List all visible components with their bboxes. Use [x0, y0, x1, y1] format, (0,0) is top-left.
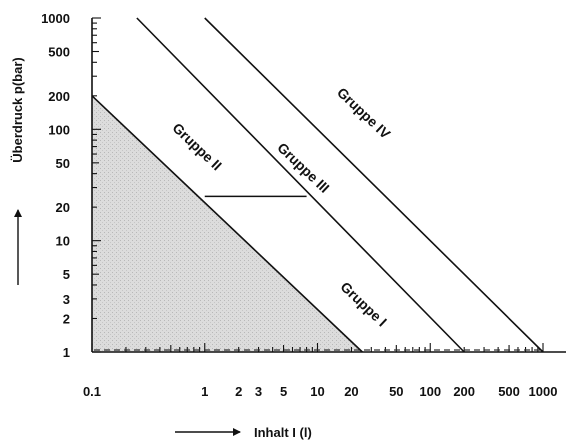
y-tick-label: 200	[48, 89, 70, 104]
x-tick-label: 100	[419, 384, 441, 399]
x-tick-label: 1000	[529, 384, 558, 399]
x-tick-label: 0.1	[83, 384, 101, 399]
group-annotation: Gruppe I	[337, 278, 390, 329]
y-tick-label: 500	[48, 45, 70, 60]
x-tick-label: 20	[344, 384, 358, 399]
y-tick-label: 50	[56, 156, 70, 171]
y-tick-label: 10	[56, 234, 70, 249]
x-tick-label: 50	[389, 384, 403, 399]
y-tick-label: 1000	[41, 11, 70, 26]
x-tick-label: 3	[255, 384, 262, 399]
y-tick-label: 100	[48, 122, 70, 137]
x-tick-label: 2	[235, 384, 242, 399]
y-tick-label: 1	[63, 345, 70, 360]
group-annotation: Gruppe II	[169, 120, 225, 174]
axes-layer: 0.1 1 2 3 5 10 20 50 100 200 500 100012351020501002…	[10, 11, 566, 440]
y-tick-label: 3	[63, 292, 70, 307]
x-tick-label: 500	[498, 384, 520, 399]
x-tick-label: 10	[310, 384, 324, 399]
series-line-2	[136, 17, 465, 353]
series-line-1	[91, 95, 363, 353]
y-axis-title: Überdruck p(bar)	[10, 57, 25, 162]
x-tick-label: 200	[453, 384, 475, 399]
y-tick-label: 20	[56, 200, 70, 215]
series-line-3	[204, 17, 544, 353]
group-annotation: Gruppe IV	[334, 84, 394, 142]
x-tick-label: 5	[280, 384, 287, 399]
lines-layer	[91, 17, 544, 353]
y-tick-label: 2	[63, 311, 70, 326]
y-tick-label: 5	[63, 267, 70, 282]
x-tick-label: 1	[201, 384, 208, 399]
x-axis-title: Inhalt I (l)	[254, 425, 312, 440]
